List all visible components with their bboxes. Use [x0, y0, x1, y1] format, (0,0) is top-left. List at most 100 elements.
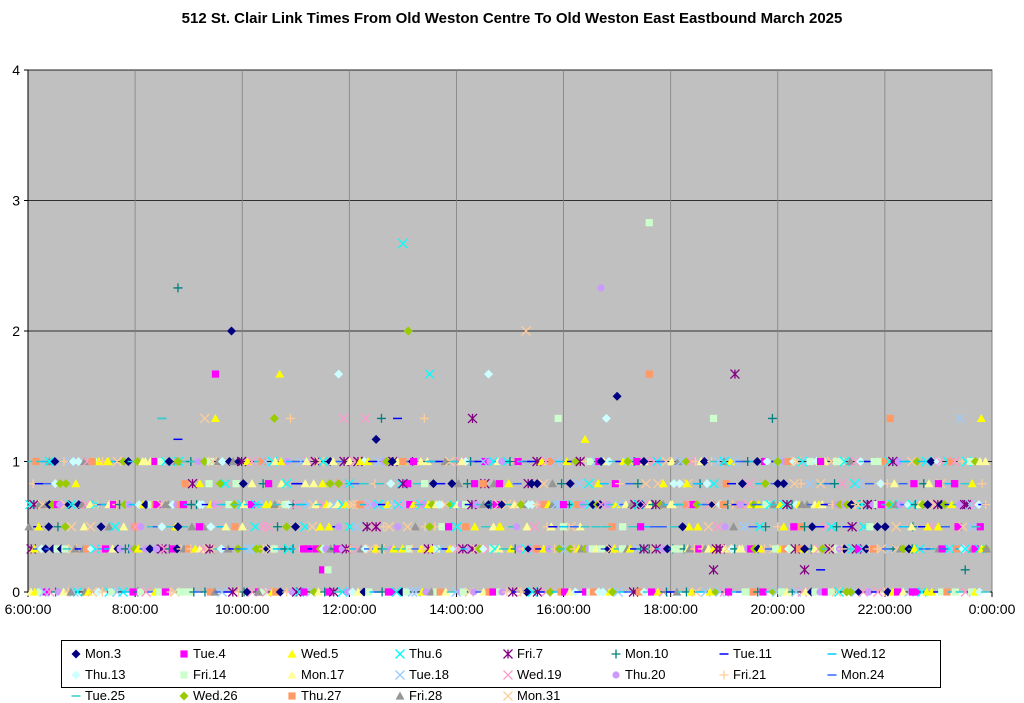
band-marker: [373, 456, 384, 467]
band-marker: [693, 522, 703, 531]
legend-marker-icon: [71, 670, 81, 679]
band-marker: [906, 456, 917, 467]
band-marker: [428, 479, 438, 489]
band-marker: [265, 480, 273, 488]
band-marker: [615, 479, 625, 489]
band-marker: [288, 588, 296, 596]
legend-marker-icon: [287, 670, 297, 679]
data-point: [285, 413, 295, 423]
legend-item: Fri.21: [718, 667, 766, 682]
data-point: [526, 479, 536, 489]
legend-marker-icon: [503, 648, 513, 659]
band-marker: [522, 587, 532, 597]
band-marker: [64, 500, 74, 510]
band-marker: [406, 500, 414, 509]
band-marker: [831, 587, 842, 597]
band-marker: [877, 500, 885, 509]
band-marker: [416, 457, 426, 466]
band-marker: [882, 479, 892, 489]
data-point: [826, 521, 837, 532]
band-marker: [325, 479, 335, 489]
band-marker: [444, 523, 453, 531]
legend-marker-icon: [827, 673, 837, 676]
band-marker: [782, 499, 792, 510]
band-marker: [611, 500, 621, 509]
band-marker: [729, 522, 739, 531]
band-marker: [980, 457, 990, 466]
band-marker: [97, 587, 107, 597]
data-point: [152, 545, 161, 553]
band-marker: [96, 522, 106, 532]
data-point: [773, 479, 783, 489]
band-marker: [966, 457, 975, 466]
band-marker: [488, 522, 498, 531]
data-point: [173, 457, 183, 466]
band-marker: [637, 500, 647, 510]
band-marker: [164, 457, 174, 466]
band-marker: [671, 545, 679, 553]
legend-item: Thu.13: [70, 667, 125, 682]
band-marker: [575, 456, 586, 467]
band-marker: [880, 522, 890, 532]
x-tick-label: 14:00:00: [429, 601, 484, 617]
legend-label: Thu.27: [301, 688, 342, 703]
band-marker: [705, 587, 715, 596]
band-marker: [318, 456, 329, 467]
data-point: [103, 457, 113, 466]
band-marker: [720, 544, 730, 553]
band-marker: [965, 499, 976, 510]
y-tick-label: 3: [12, 193, 20, 209]
band-marker: [772, 545, 780, 553]
band-marker: [583, 478, 594, 489]
band-marker: [862, 499, 873, 510]
band-marker: [545, 587, 555, 597]
band-marker: [881, 457, 889, 466]
band-marker: [789, 478, 800, 489]
data-point: [399, 457, 407, 466]
band-marker: [206, 457, 214, 466]
band-marker: [300, 479, 310, 488]
band-marker: [749, 588, 757, 596]
data-point: [645, 219, 653, 227]
band-marker: [938, 588, 946, 596]
band-marker: [310, 456, 321, 467]
band-marker: [804, 478, 815, 489]
band-marker: [194, 457, 203, 466]
band-marker: [108, 544, 118, 553]
band-marker: [272, 588, 280, 596]
band-marker: [217, 457, 227, 466]
band-marker: [873, 500, 881, 509]
band-marker: [761, 522, 771, 532]
band-marker: [898, 587, 908, 596]
band-marker: [573, 478, 584, 489]
band-marker: [50, 479, 60, 489]
band-marker: [807, 522, 817, 532]
legend-item: Thu.6: [394, 646, 442, 661]
band-marker: [575, 522, 585, 531]
band-marker: [981, 500, 991, 510]
band-marker: [933, 522, 943, 531]
legend-item: Mon.17: [286, 667, 344, 682]
band-marker: [275, 587, 285, 597]
band-marker: [147, 500, 155, 509]
data-point: [344, 478, 355, 489]
band-marker: [195, 479, 205, 488]
data-point: [173, 522, 183, 532]
band-marker: [145, 544, 155, 554]
legend-item: Thu.20: [610, 667, 665, 682]
band-marker: [729, 456, 740, 467]
band-marker: [232, 480, 240, 488]
band-marker: [24, 522, 34, 531]
data-point: [457, 457, 467, 466]
legend-label: Fri.7: [517, 646, 543, 661]
band-marker: [156, 588, 164, 596]
band-marker: [865, 588, 873, 596]
band-marker: [760, 479, 770, 489]
band-marker: [447, 479, 457, 489]
legend-label: Wed.5: [301, 646, 339, 661]
band-marker: [347, 499, 358, 510]
band-marker: [391, 587, 402, 597]
data-point: [580, 434, 590, 443]
legend-marker-icon: [503, 690, 513, 701]
band-marker: [161, 588, 169, 596]
